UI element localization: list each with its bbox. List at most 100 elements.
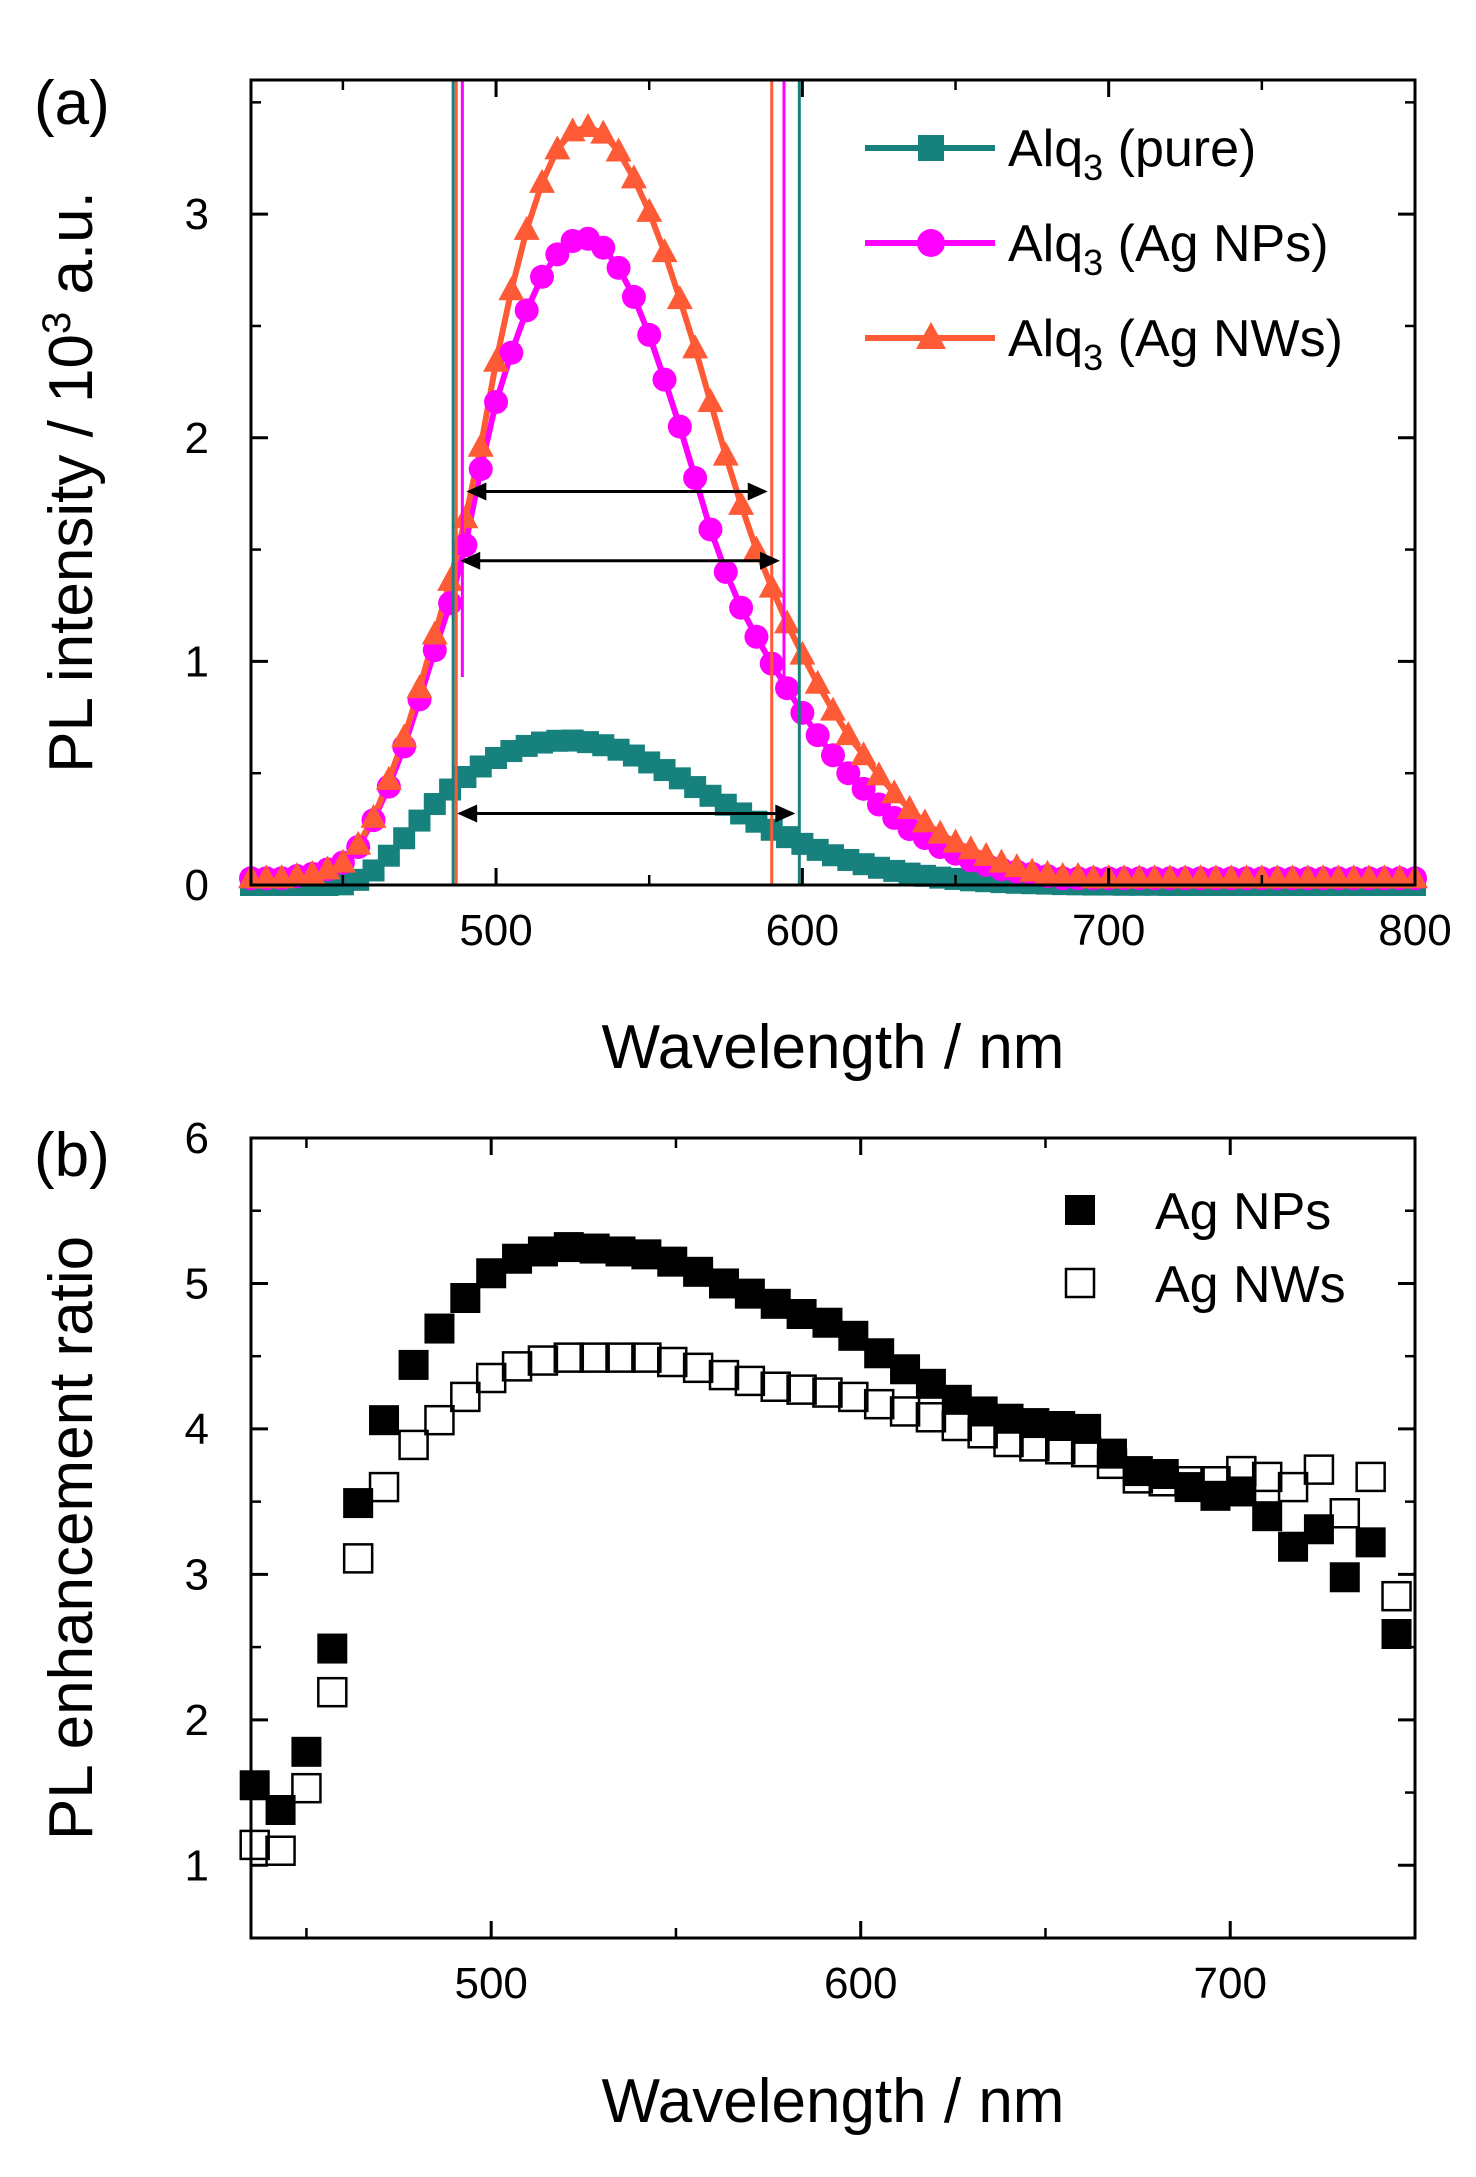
data-point-ag-nws [1200, 1466, 1231, 1497]
data-point-nws [483, 347, 510, 372]
data-point-ag-nws [450, 1381, 481, 1413]
legend-label-ag-nps: Ag NPs [1155, 1183, 1331, 1241]
data-point-pure [408, 809, 431, 832]
data-point-ag-nps [579, 1233, 610, 1264]
data-point-pure [377, 844, 400, 867]
panel-b-y-tick-label: 4 [185, 1405, 209, 1454]
panel-b-ticks: 500 600 700 1 2 3 4 5 6 [185, 1114, 1417, 2008]
data-point-ag-nps [1252, 1501, 1283, 1532]
legend-label-nws-sub: 3 [1083, 337, 1103, 378]
data-point-nws [391, 723, 418, 748]
data-point-ag-nps [1303, 1514, 1334, 1545]
data-point-nps [484, 390, 509, 414]
data-point-ag-nws [941, 1410, 973, 1442]
data-point-nps [698, 517, 723, 542]
data-point-nws [605, 137, 632, 162]
data-point-nws [666, 285, 693, 310]
data-point-ag-nws [368, 1471, 400, 1503]
data-point-nws [835, 721, 862, 746]
data-point-ag-nws [993, 1426, 1024, 1458]
data-point-nps [805, 723, 830, 748]
data-point-ag-nps [683, 1256, 714, 1287]
data-point-ag-nws [838, 1381, 869, 1413]
data-point-nws [467, 432, 494, 457]
legend-label-nps-rest: (Ag NPs) [1103, 215, 1328, 273]
data-point-ag-nps [265, 1795, 296, 1825]
data-point-ag-nws [1303, 1454, 1335, 1485]
data-point-nws [973, 841, 1000, 866]
data-point-nps [453, 533, 478, 558]
data-point-pure [393, 827, 416, 850]
data-point-nws [682, 334, 709, 359]
data-point-ag-nws [708, 1359, 740, 1391]
data-point-nws [360, 803, 387, 828]
panel-a-y-tick-label: 1 [185, 637, 209, 686]
data-point-ag-nws [1251, 1461, 1283, 1493]
data-point-ag-nps [1355, 1527, 1386, 1558]
data-point-nps [775, 676, 800, 701]
data-point-nws [927, 819, 954, 844]
legend-item-nws: Alq3 (Ag NWs) [865, 310, 1343, 378]
legend-marker-nws [916, 322, 946, 349]
panel-a-y-axis-label: PL intensity / 103 a.u. [35, 191, 106, 773]
data-point-ag-nws [475, 1362, 507, 1394]
data-point-nws [1065, 862, 1092, 887]
fwhm-arrow-head-right [747, 482, 768, 501]
data-point-nps [514, 298, 539, 323]
data-point-ag-nws [1045, 1434, 1076, 1465]
legend-marker-pure [918, 135, 944, 161]
data-point-ag-nws [1277, 1471, 1309, 1503]
panel-b-y-axis-label: PL enhancement ratio [37, 1236, 106, 1840]
data-point-nws [452, 504, 479, 529]
data-point-ag-nps [424, 1313, 455, 1344]
data-point-ag-nws [734, 1365, 766, 1397]
data-point-ag-nps [450, 1283, 481, 1313]
panel-a-frame [249, 78, 1417, 887]
data-point-nps [713, 559, 738, 584]
panel-a-y-tick-label: 0 [185, 861, 209, 910]
data-point-nps [652, 367, 677, 392]
data-point-nws [513, 215, 540, 240]
data-point-ag-nps [605, 1236, 636, 1267]
legend-label-nps: Alq3 (Ag NPs) [1008, 215, 1329, 283]
data-point-nws [498, 276, 525, 301]
panel-b-y-tick-label: 5 [185, 1259, 209, 1308]
data-point-nps [637, 322, 662, 347]
legend-item-ag-nps: Ag NPs [1065, 1183, 1331, 1241]
data-point-ag-nws [682, 1352, 714, 1384]
data-point-ag-nws [239, 1829, 270, 1861]
panel-a-x-tick-label: 700 [1072, 906, 1145, 955]
data-point-nws [957, 835, 984, 860]
data-point-ag-nws [605, 1342, 636, 1373]
data-point-nws [911, 808, 938, 833]
data-point-nws [896, 794, 923, 819]
data-point-nws [345, 830, 372, 855]
data-point-ag-nws [1329, 1498, 1361, 1529]
panel-b-legend: Ag NPs Ag NWs [1064, 1183, 1346, 1314]
data-point-ag-nws [1355, 1461, 1386, 1493]
data-point-nws [421, 620, 448, 645]
panel-b-x-tick-label: 600 [824, 1959, 897, 2008]
data-point-nws [988, 848, 1015, 873]
legend-label-pure-sub: 3 [1083, 147, 1103, 188]
panel-b-y-tick-label: 6 [185, 1114, 209, 1163]
data-point-ag-nws [812, 1377, 843, 1408]
data-point-ag-nws [657, 1346, 688, 1378]
legend-label-ag-nws: Ag NWs [1155, 1256, 1346, 1314]
data-point-nws [1034, 859, 1061, 884]
data-point-nps [821, 743, 845, 768]
panel-a-ticks: 500 600 700 800 0 1 2 3 [185, 80, 1452, 955]
data-point-nws [314, 855, 341, 880]
data-point-nps [729, 595, 754, 620]
panel-b-markers [239, 1232, 1412, 1866]
data-point-ag-nps [786, 1299, 817, 1329]
data-point-ag-nws [1122, 1463, 1154, 1494]
data-point-nws [1019, 857, 1046, 882]
data-point-nws [529, 168, 555, 193]
panel-a-y-tick-label: 2 [185, 414, 209, 463]
data-point-nps [591, 235, 616, 260]
data-point-nps [499, 340, 524, 365]
data-point-ag-nws [786, 1374, 817, 1405]
data-point-ag-nps [838, 1320, 869, 1351]
data-point-nws [881, 779, 908, 804]
